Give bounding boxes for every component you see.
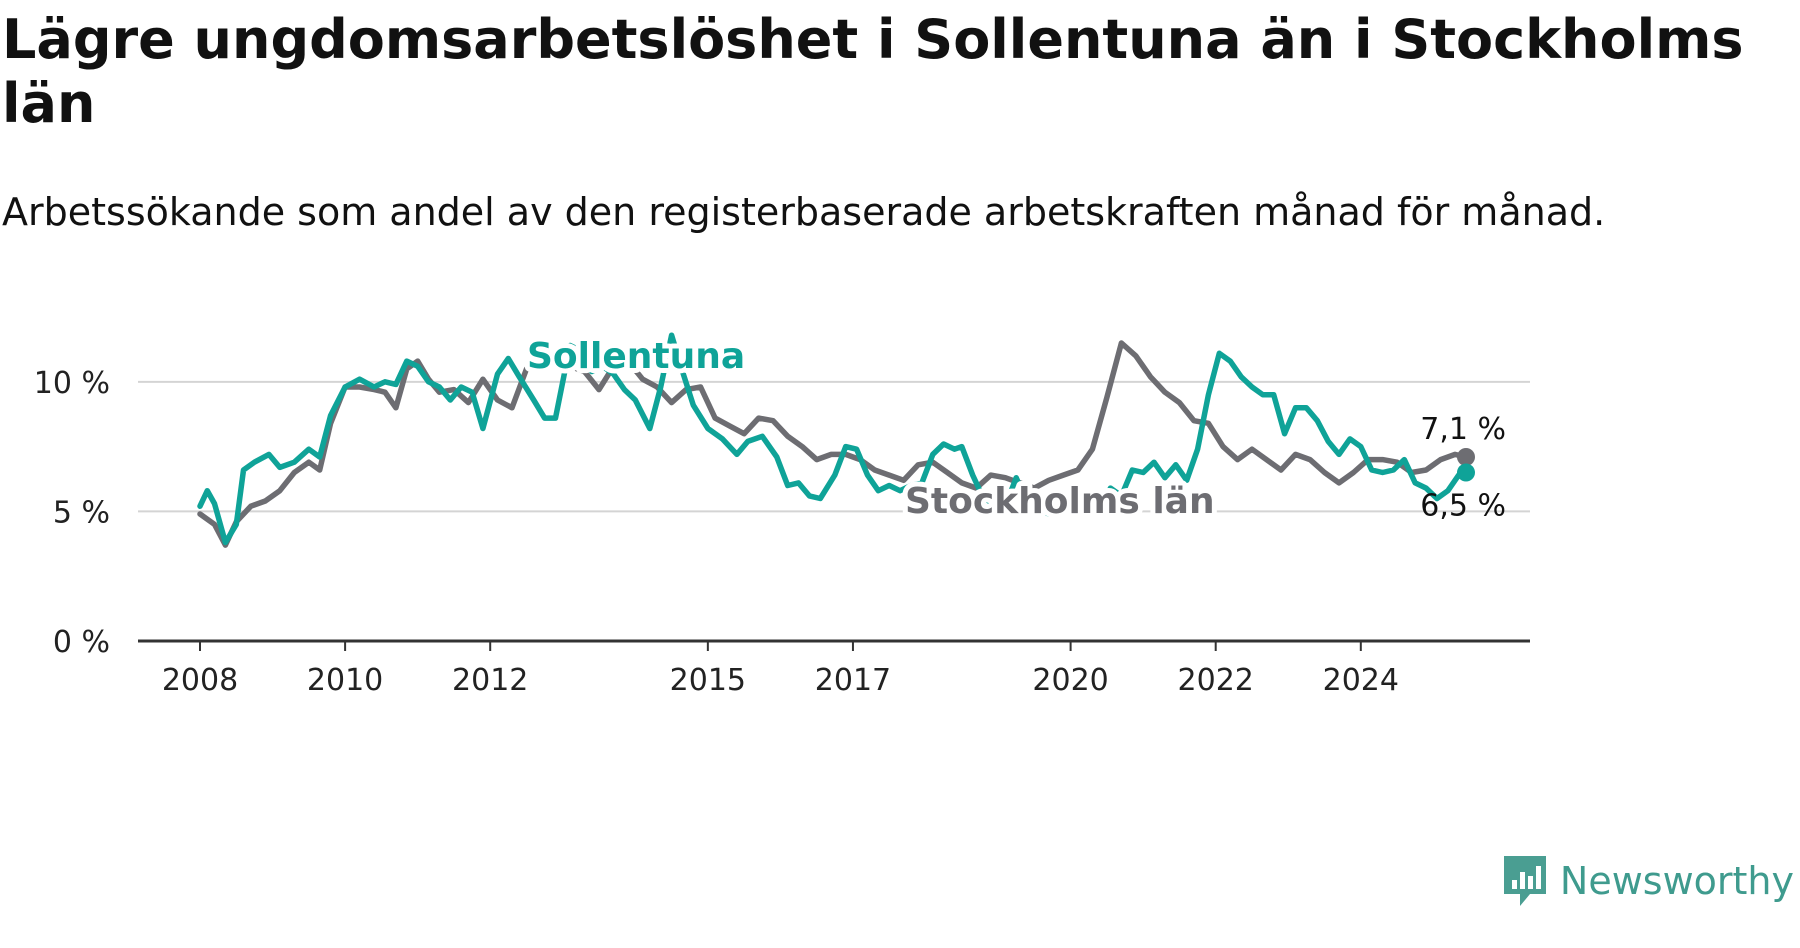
newsworthy-logo-icon xyxy=(1503,856,1546,906)
x-tick-label: 2017 xyxy=(815,663,891,698)
brand-footer: Newsworthy xyxy=(1500,854,1794,908)
label-layer: 7,1 %6,5 %SollentunaSollentunaStockholms… xyxy=(522,331,1506,527)
x-tick-label: 2022 xyxy=(1178,663,1254,698)
x-tick-label: 2015 xyxy=(670,663,746,698)
end-label-sollentuna: 6,5 % xyxy=(1420,489,1506,524)
grid-layer: 0 % 5 % 10 % 2008 2010 2012 2015 2017 2020 2022 20… xyxy=(34,366,1530,698)
x-tick-label: 2012 xyxy=(452,663,528,698)
x-tick-label: 2024 xyxy=(1323,663,1399,698)
line-layer xyxy=(197,332,1469,548)
series-line-stockholm xyxy=(197,340,1469,548)
endpoint-sollentuna xyxy=(1457,463,1475,482)
x-tick-label: 2010 xyxy=(307,663,383,698)
y-tick-label: 0 % xyxy=(53,625,110,660)
series-label-sollentuna: Sollentuna xyxy=(527,336,745,377)
chart-title: Lägre ungdomsarbetslöshet i Sollentuna ä… xyxy=(2,8,1744,135)
brand-name: Newsworthy xyxy=(1559,859,1794,903)
end-label-stockholm: 7,1 % xyxy=(1420,412,1506,447)
y-tick-label: 5 % xyxy=(53,495,110,530)
endpoint-stockholm xyxy=(1457,447,1475,466)
series-label-stockholm-halo: Stockholms län xyxy=(905,481,1215,522)
series-line-sollentuna xyxy=(197,332,1469,546)
series-label-sollentuna-halo: Sollentuna xyxy=(527,336,745,377)
chart-subtitle: Arbetssökande som andel av den registerb… xyxy=(2,190,1606,234)
series-label-stockholm: Stockholms län xyxy=(905,481,1215,522)
x-tick-label: 2008 xyxy=(162,663,238,698)
x-tick-label: 2020 xyxy=(1032,663,1108,698)
y-tick-label: 10 % xyxy=(34,366,110,401)
